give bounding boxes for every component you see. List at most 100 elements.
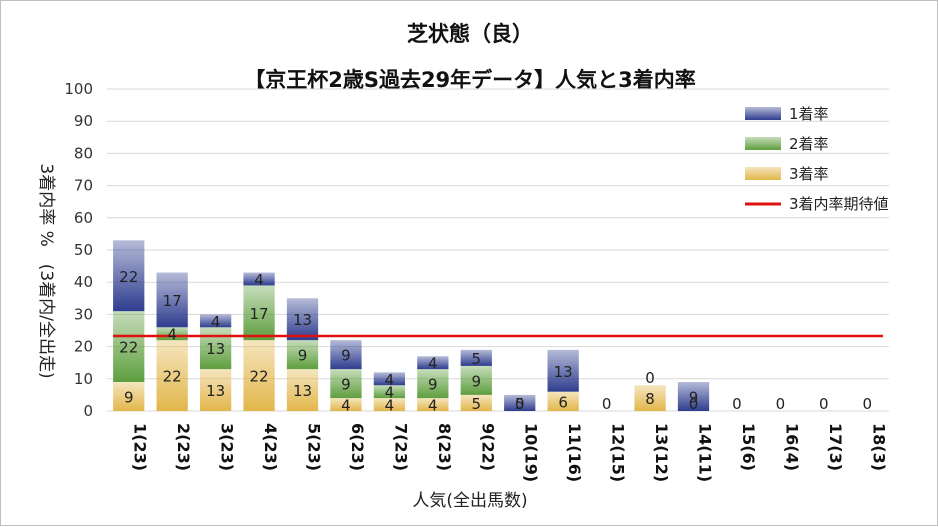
legend-swatch-3着率 bbox=[745, 167, 781, 180]
data-label: 9 bbox=[298, 347, 308, 365]
bar-segment-3着率 bbox=[156, 340, 188, 411]
bar-segment-2着率 bbox=[330, 369, 362, 399]
x-category-label: 18(3) bbox=[869, 423, 888, 471]
data-label: 5 bbox=[472, 350, 482, 368]
bar-segment-3着率 bbox=[113, 382, 145, 411]
data-label: 9 bbox=[689, 389, 699, 407]
y-tick-label: 80 bbox=[74, 144, 93, 162]
x-category-label: 17(3) bbox=[826, 423, 845, 471]
bar-segment-3着率 bbox=[460, 394, 492, 411]
y-tick-label: 10 bbox=[74, 370, 93, 388]
data-label: 4 bbox=[211, 313, 221, 331]
data-label: 4 bbox=[167, 326, 177, 344]
bar-segment-3着率 bbox=[634, 385, 666, 411]
legend-swatch-1着率 bbox=[745, 107, 781, 120]
data-label: 9 bbox=[124, 389, 134, 407]
bar-segment-1着率 bbox=[330, 340, 362, 370]
bar-segment-1着率 bbox=[113, 240, 145, 312]
y-tick-label: 30 bbox=[74, 305, 93, 323]
legend-label: 3着内率期待値 bbox=[789, 195, 889, 213]
x-category-label: 13(12) bbox=[652, 423, 671, 482]
legend-swatch-2着率 bbox=[745, 137, 781, 150]
bar-segment-2着率 bbox=[417, 369, 449, 399]
bar-segment-1着率 bbox=[460, 349, 492, 366]
data-label: 22 bbox=[119, 268, 138, 286]
data-label: 0 bbox=[602, 395, 612, 413]
bar-segment-3着率 bbox=[373, 398, 406, 411]
x-category-label: 7(23) bbox=[391, 423, 410, 471]
x-category-label: 4(23) bbox=[261, 423, 280, 471]
bar-segment-2着率 bbox=[243, 285, 275, 341]
bar-segment-1着率 bbox=[199, 314, 232, 328]
x-category-label: 10(19) bbox=[522, 423, 541, 482]
data-label: 13 bbox=[206, 340, 225, 358]
x-category-label: 6(23) bbox=[348, 423, 367, 471]
bar-segment-2着率 bbox=[199, 327, 232, 370]
x-category-label: 14(11) bbox=[696, 423, 715, 482]
data-label: 22 bbox=[119, 339, 138, 357]
bar-segment-1着率 bbox=[286, 298, 319, 341]
data-label: 22 bbox=[250, 368, 269, 386]
bar-segment-1着率 bbox=[547, 349, 579, 392]
data-label: 5 bbox=[515, 395, 525, 413]
legend-label: 3着率 bbox=[789, 165, 829, 183]
x-category-label: 15(6) bbox=[739, 423, 758, 471]
bar-segment-3着率 bbox=[417, 398, 449, 411]
bar-segment-3着率 bbox=[330, 398, 362, 411]
bar-segment-3着率 bbox=[199, 369, 232, 411]
data-label: 0 bbox=[776, 395, 786, 413]
data-label: 13 bbox=[554, 363, 573, 381]
data-label: 4 bbox=[428, 355, 438, 373]
data-label: 17 bbox=[250, 305, 269, 323]
bar-segment-3着率 bbox=[547, 391, 579, 411]
data-label: 0 bbox=[515, 395, 525, 413]
data-label: 4 bbox=[385, 397, 395, 415]
data-label: 4 bbox=[385, 384, 395, 402]
x-category-label: 2(23) bbox=[174, 423, 193, 471]
data-label: 13 bbox=[293, 311, 312, 329]
bar-segment-1着率 bbox=[243, 272, 275, 286]
data-label: 22 bbox=[163, 368, 182, 386]
x-axis-categories: 1(23) 2(23) 3(23) 4(23) 5(23) 6(23) 7(23) 8(23)… bbox=[131, 423, 889, 482]
data-label: 13 bbox=[206, 382, 225, 400]
data-label: 9 bbox=[428, 376, 438, 394]
x-category-label: 3(23) bbox=[218, 423, 237, 471]
y-tick-label: 20 bbox=[74, 338, 93, 356]
bar-segment-2着率 bbox=[373, 385, 406, 399]
chart-title: 芝状態（良） bbox=[407, 22, 533, 46]
data-label: 0 bbox=[645, 369, 655, 387]
data-label: 0 bbox=[819, 395, 829, 413]
data-label: 0 bbox=[732, 395, 742, 413]
data-label: 9 bbox=[341, 347, 351, 365]
legend: 1着率 2着率 3着率 3着内率期待値 bbox=[745, 105, 889, 213]
legend-label: 2着率 bbox=[789, 135, 829, 153]
legend-label: 1着率 bbox=[789, 105, 829, 123]
y-axis-title: 3着内率 % (3着内/全出走) bbox=[36, 163, 56, 378]
y-tick-label: 70 bbox=[74, 177, 93, 195]
x-category-label: 11(16) bbox=[565, 423, 584, 482]
bar-segment-2着率 bbox=[460, 365, 492, 395]
data-label: 0 bbox=[689, 395, 699, 413]
bar-segment-3着率 bbox=[243, 340, 275, 411]
x-category-label: 9(22) bbox=[478, 423, 497, 471]
x-axis-title: 人気(全出馬数) bbox=[412, 491, 527, 511]
data-label: 9 bbox=[341, 376, 351, 394]
data-label: 0 bbox=[863, 395, 873, 413]
data-label: 13 bbox=[293, 382, 312, 400]
bar-segment-1着率 bbox=[373, 372, 406, 386]
y-tick-label: 90 bbox=[74, 112, 93, 130]
x-category-label: 1(23) bbox=[131, 423, 150, 471]
bar-segment-2着率 bbox=[113, 311, 145, 383]
data-label: 4 bbox=[254, 271, 264, 289]
data-label: 6 bbox=[558, 393, 568, 411]
data-label: 4 bbox=[385, 371, 395, 389]
data-label: 9 bbox=[472, 372, 482, 390]
bar-segment-1着率 bbox=[504, 394, 536, 411]
data-label: 4 bbox=[341, 397, 351, 415]
chart-subtitle: 【京王杯2歳S過去29年データ】人気と3着内率 bbox=[244, 68, 696, 92]
x-category-label: 12(15) bbox=[609, 423, 628, 482]
bar-segment-1着率 bbox=[156, 272, 188, 328]
